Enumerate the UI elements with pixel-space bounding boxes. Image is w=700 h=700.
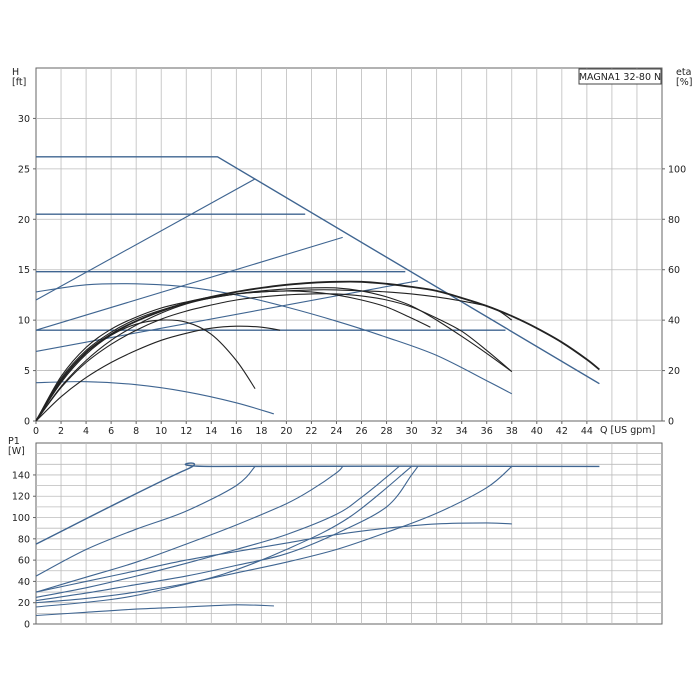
head-series	[35, 156, 600, 422]
power-tick-label: 80	[18, 534, 30, 545]
eta-line	[35, 319, 256, 422]
power-line	[35, 466, 256, 577]
y-tick-label: 30	[18, 114, 30, 125]
power-line	[35, 465, 400, 598]
y-tick-label: 20	[18, 215, 30, 226]
power-y-axis-ticks: 0 20 40 60 80 100 120 140	[12, 470, 36, 631]
x-tick-label: 34	[456, 426, 468, 437]
eta-line	[35, 287, 513, 422]
x-tick-label: 20	[280, 426, 292, 437]
x-tick-label: 6	[108, 426, 114, 437]
power-line	[35, 604, 274, 617]
power-line	[35, 466, 344, 593]
x-tick-label: 12	[180, 426, 192, 437]
power-tick-label: 140	[12, 470, 30, 481]
right-axis-ticks: 0 20 40 60 80 100	[662, 164, 686, 428]
y-axis-label-h: H [ft]	[12, 67, 26, 88]
x-axis-ticks: 0 2 4 6 8 10 12 14 16 18 20 22 24 26 28 30 32 34 36 38 40 42 4…	[33, 421, 593, 437]
eta-line	[35, 290, 431, 422]
model-label: MAGNA1 32-80 N	[579, 72, 661, 83]
power-panel: 0 20 40 60 80 100 120 140 P1 [W]	[8, 436, 663, 631]
y-tick-label: 0	[24, 417, 30, 428]
x-tick-label: 18	[255, 426, 267, 437]
x-tick-label: 2	[58, 426, 64, 437]
y-tick-label: 5	[24, 366, 30, 377]
power-tick-label: 20	[18, 598, 30, 609]
x-tick-label: 24	[330, 426, 342, 437]
max-curve-line	[35, 280, 600, 422]
y-tick-label: 25	[18, 164, 30, 175]
right-tick-label: 80	[668, 215, 680, 226]
x-tick-label: 44	[581, 426, 593, 437]
right-tick-label: 60	[668, 265, 680, 276]
eta-line	[35, 289, 513, 422]
power-line	[35, 465, 412, 608]
head-const-line	[36, 156, 600, 385]
x-tick-label: 30	[406, 426, 418, 437]
head-curve-line	[35, 283, 513, 395]
head-grid	[36, 68, 662, 421]
power-tick-label: 40	[18, 577, 30, 588]
power-line	[35, 522, 512, 593]
right-tick-label: 40	[668, 316, 680, 327]
right-axis-label-eta: eta [%]	[676, 67, 692, 88]
x-tick-label: 22	[305, 426, 317, 437]
head-panel: 0 2 4 6 8 10 12 14 16 18 20 22 24 26 28 30 32 34 36 38 40 42 4…	[12, 67, 692, 437]
x-tick-label: 14	[205, 426, 217, 437]
head-prop-line	[35, 236, 343, 331]
y-axis-label-p1: P1 [W]	[8, 436, 25, 457]
x-tick-label: 40	[531, 426, 543, 437]
x-tick-label: 36	[481, 426, 493, 437]
x-tick-label: 0	[33, 426, 39, 437]
x-tick-label: 4	[83, 426, 89, 437]
power-line	[35, 465, 513, 604]
x-tick-label: 26	[355, 426, 367, 437]
eta-line	[35, 293, 513, 422]
x-tick-label: 16	[230, 426, 242, 437]
head-curve-line	[35, 381, 275, 415]
right-tick-label: 0	[668, 417, 674, 428]
power-tick-label: 120	[12, 492, 30, 503]
eta-line	[35, 325, 281, 422]
right-tick-label: 100	[668, 164, 686, 175]
x-tick-label: 10	[155, 426, 167, 437]
y-tick-label: 15	[18, 265, 30, 276]
y-tick-label: 10	[18, 316, 30, 327]
x-tick-label: 38	[506, 426, 518, 437]
x-tick-label: 8	[133, 426, 139, 437]
power-plot-frame	[35, 442, 663, 625]
power-limit-line	[35, 462, 600, 545]
right-tick-label: 20	[668, 366, 680, 377]
x-tick-label: 42	[556, 426, 568, 437]
power-grid	[36, 443, 662, 624]
model-label-box	[578, 68, 662, 85]
x-axis-label: Q [US gpm]	[600, 425, 655, 436]
power-series	[35, 462, 600, 617]
x-tick-label: 28	[381, 426, 393, 437]
y-axis-ticks: 0 5 10 15 20 25 30	[18, 114, 36, 428]
power-line	[35, 466, 419, 602]
power-tick-label: 100	[12, 513, 30, 524]
power-tick-label: 60	[18, 556, 30, 567]
x-tick-label: 32	[431, 426, 443, 437]
head-plot-frame	[35, 67, 663, 422]
head-prop-line	[35, 178, 256, 301]
power-tick-label: 0	[24, 620, 30, 631]
